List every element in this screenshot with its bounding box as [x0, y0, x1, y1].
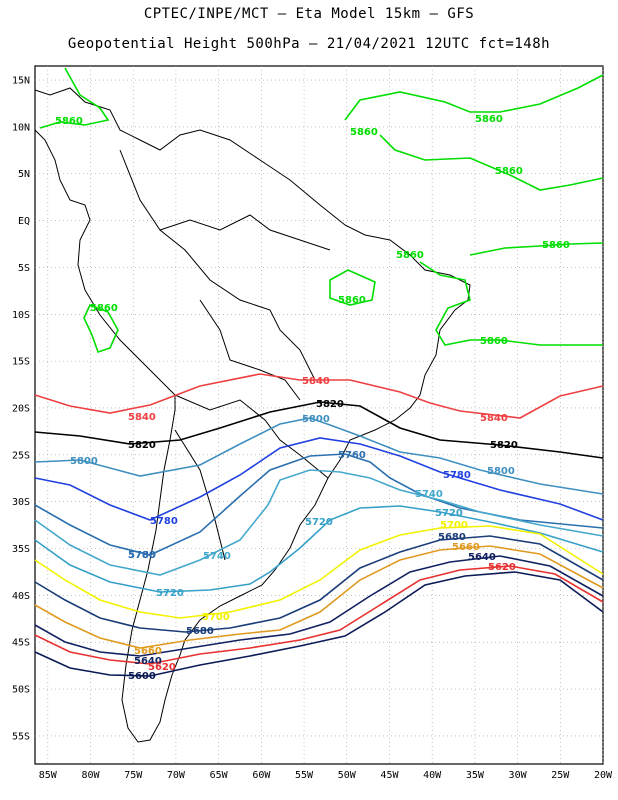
- contour-label-5860: 5860: [542, 240, 570, 251]
- contour-label-5760: 5760: [128, 550, 156, 561]
- contour-label-5800: 5800: [487, 466, 515, 477]
- contour-label-5680: 5680: [186, 626, 214, 637]
- south-america-coast: [34, 87, 471, 743]
- lon-tick-label: 60W: [252, 770, 271, 781]
- contour-label-5620: 5620: [488, 562, 516, 573]
- lon-tick-label: 65W: [210, 770, 229, 781]
- contour-label-5800: 5800: [70, 456, 98, 467]
- contour-label-5820: 5820: [128, 440, 156, 451]
- lat-tick-label: 10N: [12, 122, 30, 133]
- contour-label-5700: 5700: [440, 520, 468, 531]
- contour-5700: [34, 525, 604, 619]
- contour-label-5860: 5860: [90, 303, 118, 314]
- lon-tick-label: 85W: [39, 770, 58, 781]
- lat-tick-label: 20S: [12, 403, 30, 414]
- contour-label-5860: 5860: [495, 166, 523, 177]
- contour-label-5780: 5780: [128, 550, 156, 561]
- lat-tick-label: 25S: [12, 450, 30, 461]
- lon-tick-label: 25W: [551, 770, 570, 781]
- contour-label-5600: 5600: [128, 671, 156, 682]
- contour-5820: [34, 401, 604, 459]
- lat-tick-label: 35S: [12, 544, 30, 555]
- lon-tick-label: 20W: [594, 770, 613, 781]
- chart-title: CPTEC/INPE/MCT – Eta Model 15km – GFS: [143, 6, 475, 22]
- contour-label-5680: 5680: [438, 532, 466, 543]
- contour-label-5780: 5780: [150, 516, 178, 527]
- lat-tick-label: EQ: [18, 216, 30, 227]
- height-contours: [34, 67, 604, 677]
- contour-label-5800: 5800: [302, 414, 330, 425]
- contour-5660: [34, 545, 604, 649]
- lon-tick-label: 55W: [295, 770, 314, 781]
- lat-tick-label: 10S: [12, 310, 30, 321]
- lat-tick-label: 5S: [18, 263, 30, 274]
- contour-label-5740: 5740: [415, 489, 443, 500]
- contour-label-5640: 5640: [134, 656, 162, 667]
- contour-labels: 5860 5860 5860 5860 5860 5860 5860 5860 5860 5840…: [55, 114, 570, 682]
- contour-5860: [83, 303, 119, 354]
- contour-label-5720: 5720: [305, 517, 333, 528]
- lat-tick-label: 30S: [12, 497, 30, 508]
- lon-tick-label: 30W: [509, 770, 528, 781]
- lon-tick-label: 80W: [81, 770, 100, 781]
- contour-5720: [34, 505, 604, 593]
- lat-tick-label: 15S: [12, 357, 30, 368]
- contour-5600: [34, 571, 604, 677]
- contour-label-5860: 5860: [338, 295, 366, 306]
- chart-subtitle: Geopotential Height 500hPa – 21/04/2021 …: [67, 36, 551, 52]
- contour-5860: [39, 67, 110, 129]
- contour-label-5860: 5860: [55, 116, 83, 127]
- contour-label-5780: 5780: [443, 470, 471, 481]
- contour-label-5820: 5820: [316, 399, 344, 410]
- lat-tick-label: 50S: [12, 685, 30, 696]
- contour-label-5860: 5860: [396, 250, 424, 261]
- contour-5640: [34, 555, 604, 657]
- contour-label-5760: 5760: [338, 450, 366, 461]
- coastline: [34, 87, 471, 743]
- country-borders: [119, 149, 331, 561]
- contour-label-5700: 5700: [202, 612, 230, 623]
- contour-label-5720: 5720: [435, 508, 463, 519]
- lon-tick-label: 75W: [124, 770, 143, 781]
- lon-tick-label: 35W: [466, 770, 485, 781]
- contour-label-5740: 5740: [203, 551, 231, 562]
- contour-label-5860: 5860: [480, 336, 508, 347]
- contour-5760: [34, 453, 604, 556]
- contour-label-5640: 5640: [468, 552, 496, 563]
- lat-tick-label: 5N: [18, 169, 30, 180]
- contour-label-5660: 5660: [452, 542, 480, 553]
- contour-5860: [344, 74, 604, 121]
- lat-tick-label: 15N: [12, 76, 30, 87]
- contour-5800: [34, 417, 604, 495]
- contour-label-5840: 5840: [128, 412, 156, 423]
- lon-tick-label: 40W: [423, 770, 442, 781]
- lon-tick-label: 50W: [338, 770, 357, 781]
- contour-5840: [34, 373, 604, 419]
- axis-ticks: 15N 10N 5N EQ 5S 10S 15S 20S 25S 30S 35S 40S 45S 50S 5…: [12, 76, 613, 781]
- lon-tick-label: 45W: [380, 770, 399, 781]
- contour-5860: [419, 261, 603, 346]
- contour-label-5860: 5860: [475, 114, 503, 125]
- lon-tick-label: 70W: [167, 770, 186, 781]
- lat-tick-label: 55S: [12, 731, 30, 742]
- contour-label-5860: 5860: [350, 127, 378, 138]
- contour-5780: [34, 437, 604, 521]
- contour-label-5720: 5720: [156, 588, 184, 599]
- contour-label-5840: 5840: [302, 376, 330, 387]
- contour-5860: [379, 134, 604, 191]
- lat-tick-label: 45S: [12, 638, 30, 649]
- contour-label-5660: 5660: [134, 646, 162, 657]
- contour-label-5820: 5820: [490, 440, 518, 451]
- contour-5860: [329, 269, 376, 306]
- contour-label-5620: 5620: [148, 662, 176, 673]
- contour-5740: [34, 469, 604, 576]
- contour-label-5840: 5840: [480, 413, 508, 424]
- contour-5860: [469, 242, 604, 256]
- lat-tick-label: 40S: [12, 591, 30, 602]
- contour-5680: [34, 535, 604, 633]
- contour-5620: [34, 565, 604, 665]
